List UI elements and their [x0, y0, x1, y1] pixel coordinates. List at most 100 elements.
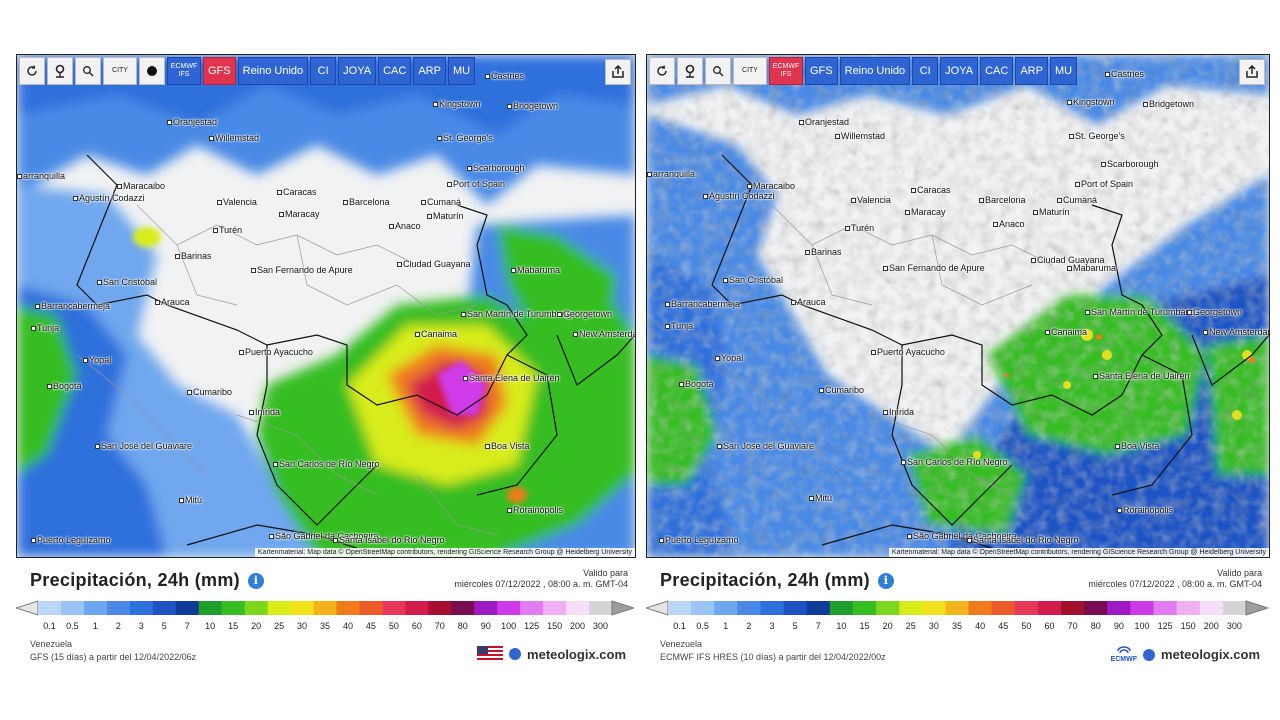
- scale-tick-label: 3: [138, 621, 144, 631]
- scale-swatch: [1037, 601, 1062, 615]
- precipitation-map-gfs[interactable]: [17, 55, 635, 557]
- share-button[interactable]: [605, 59, 631, 85]
- location-pin-button[interactable]: [677, 57, 703, 85]
- dot-icon: [146, 65, 158, 77]
- scale-tick-label: 150: [547, 621, 563, 631]
- scale-tick-label: 80: [1090, 621, 1101, 631]
- zoom-icon: [712, 65, 724, 77]
- scale-tick-label: 0.5: [696, 621, 709, 631]
- dot-button[interactable]: [139, 57, 165, 85]
- scale-tick-label: 50: [388, 621, 399, 631]
- city-label: Cumaná: [420, 197, 462, 207]
- city-label: São Gabriel da Cachoeira: [269, 531, 379, 541]
- model-button-arp[interactable]: ARP: [413, 57, 446, 85]
- map-panel-gfs[interactable]: CITY ECMWF IFS GFS Reino Unido CI JOYA CAC ARP M…: [16, 54, 636, 558]
- refresh-button[interactable]: [19, 57, 45, 85]
- scale-swatch: [968, 601, 993, 615]
- city-label: Puerto Ayacucho: [239, 347, 313, 357]
- city-label: Bogotá: [679, 379, 714, 389]
- scale-tick-label: 90: [480, 621, 491, 631]
- scale-swatch: [244, 601, 269, 615]
- scale-swatch: [336, 601, 360, 615]
- scale-tick-label: 40: [975, 621, 986, 631]
- scale-swatch: [428, 601, 452, 615]
- city-label: San Fernando de Apure: [883, 263, 985, 273]
- model-button-city[interactable]: CITY: [733, 57, 767, 85]
- scale-swatch: [668, 601, 692, 615]
- city-label: Mitú: [808, 493, 833, 503]
- brand[interactable]: meteologix.com: [477, 646, 626, 662]
- model-button-gfs[interactable]: GFS: [203, 57, 236, 85]
- scale-swatch: [451, 601, 475, 615]
- scale-tick-label: 45: [365, 621, 376, 631]
- scale-swatch: [899, 601, 923, 615]
- model-button-mu[interactable]: MU: [447, 57, 476, 85]
- city-label: San Cristóbal: [96, 277, 158, 287]
- scale-tick-label: 25: [274, 621, 285, 631]
- model-button-city[interactable]: CITY: [103, 57, 137, 85]
- city-label: Puerto Leguízamo: [659, 535, 739, 545]
- brand[interactable]: ECMWF meteologix.com: [1111, 646, 1260, 663]
- precipitation-map-ecmwf[interactable]: [647, 55, 1269, 557]
- scale-swatch: [221, 601, 246, 615]
- scale-swatch: [1176, 601, 1201, 615]
- model-button-reino-unido[interactable]: Reino Unido: [237, 57, 309, 85]
- scale-swatch: [1199, 601, 1224, 615]
- legend-title-text: Precipitación, 24h (mm): [30, 570, 240, 590]
- city-label: San Martín de Turumbang: [461, 309, 572, 319]
- model-button-arp[interactable]: ARP: [1015, 57, 1048, 85]
- scale-swatch: [691, 601, 715, 615]
- scale-swatch: [1107, 601, 1131, 615]
- city-label: Canaima: [1044, 327, 1088, 337]
- location-pin-icon: [54, 64, 66, 78]
- city-label: Yopal: [714, 353, 744, 363]
- scale-swatch: [38, 601, 62, 615]
- city-label: Caracas: [911, 185, 951, 195]
- model-button-joya[interactable]: JOYA: [338, 57, 377, 85]
- brand-text: meteologix.com: [1161, 647, 1260, 662]
- city-label: St. George's: [1069, 131, 1125, 141]
- valid-label: Valido para: [583, 568, 628, 578]
- model-button-cac[interactable]: CAC: [378, 57, 412, 85]
- location-pin-button[interactable]: [47, 57, 73, 85]
- valid-label: Valido para: [1217, 568, 1262, 578]
- scale-tick-label: 2: [115, 621, 121, 631]
- model-button-ci[interactable]: CI: [912, 57, 939, 85]
- city-label: Agustín Codazzi: [703, 191, 775, 201]
- scale-swatch: [1153, 601, 1178, 615]
- scale-tick-label: 125: [524, 621, 540, 631]
- share-button[interactable]: [1239, 59, 1265, 85]
- model-button-ecmwf-ifs[interactable]: ECMWF IFS: [167, 57, 201, 85]
- scale-swatch: [1130, 601, 1155, 615]
- info-icon[interactable]: i: [247, 572, 264, 589]
- scale-swatch: [1084, 601, 1108, 615]
- model-button-ecmwf-ifs[interactable]: ECMWF IFS: [769, 57, 803, 85]
- zoom-button[interactable]: [705, 57, 731, 85]
- city-label: Maracaibo: [746, 181, 796, 191]
- scale-tick-label: 15: [228, 621, 239, 631]
- refresh-button[interactable]: [649, 57, 675, 85]
- scale-swatch: [737, 601, 761, 615]
- model-button-joya[interactable]: JOYA: [940, 57, 979, 85]
- city-label: Arauca: [155, 297, 190, 307]
- scale-swatch: [382, 601, 406, 615]
- scale-swatch: [566, 601, 590, 615]
- model-button-ci[interactable]: CI: [310, 57, 337, 85]
- refresh-icon: [656, 65, 668, 77]
- info-icon[interactable]: i: [877, 572, 894, 589]
- scale-tick-label: 30: [297, 621, 308, 631]
- scale-arrow-left: [646, 600, 669, 616]
- model-button-gfs[interactable]: GFS: [805, 57, 838, 85]
- city-label: Santa Elena de Uairén: [1093, 371, 1190, 381]
- city-label: Barinas: [175, 251, 212, 261]
- model-button-mu[interactable]: MU: [1049, 57, 1078, 85]
- model-button-reino-unido[interactable]: Reino Unido: [839, 57, 911, 85]
- city-label: Barcelona: [979, 195, 1026, 205]
- location-pin-icon: [684, 64, 696, 78]
- zoom-button[interactable]: [75, 57, 101, 85]
- scale-swatch: [474, 601, 498, 615]
- city-label: Mabaruma: [510, 265, 561, 275]
- map-panel-ecmwf[interactable]: CITY ECMWF IFS GFS Reino Unido CI JOYA CAC ARP M…: [646, 54, 1270, 558]
- legend-title: Precipitación, 24h (mm) i: [30, 570, 264, 591]
- model-button-cac[interactable]: CAC: [980, 57, 1014, 85]
